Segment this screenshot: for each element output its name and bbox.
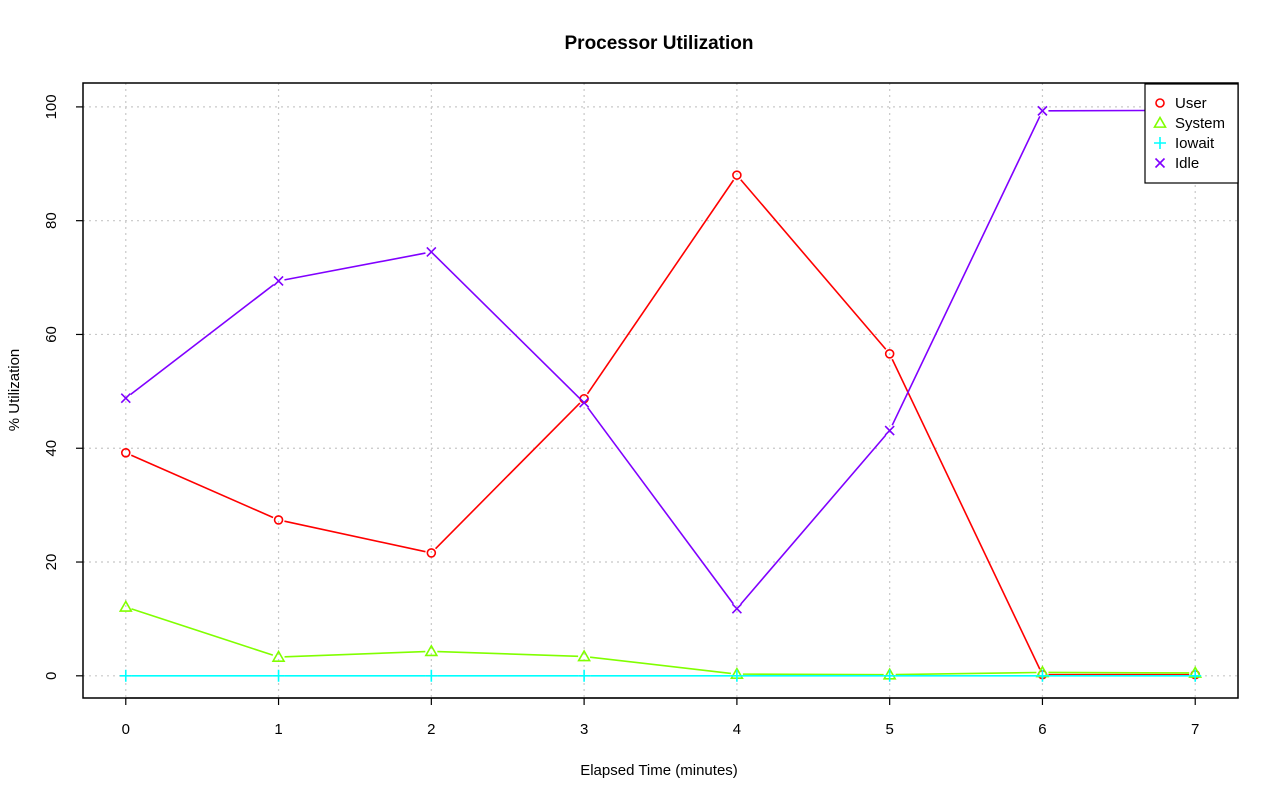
series-layer bbox=[118, 105, 1203, 682]
legend-marker-user bbox=[1155, 98, 1165, 108]
x-tick-label: 5 bbox=[885, 721, 893, 738]
plot-frame bbox=[82, 82, 1239, 699]
data-point-user bbox=[884, 349, 895, 359]
y-tick-label: 60 bbox=[43, 326, 60, 343]
x-tick-label: 2 bbox=[427, 721, 435, 738]
series-line-idle bbox=[891, 115, 1041, 426]
legend-label-iowait: Iowait bbox=[1175, 135, 1215, 152]
data-point-user bbox=[120, 447, 131, 458]
x-tick-label: 6 bbox=[1038, 721, 1046, 738]
series-idle bbox=[120, 105, 1201, 614]
x-axis: 0 1 2 3 4 5 6 7 bbox=[122, 697, 1199, 738]
x-tick-label: 7 bbox=[1191, 721, 1199, 738]
data-point-iowait bbox=[119, 669, 132, 682]
legend-box bbox=[1144, 83, 1239, 184]
data-point-idle bbox=[120, 393, 131, 404]
y-axis: 0 20 40 60 80 100 bbox=[43, 94, 83, 680]
series-line-user bbox=[434, 402, 581, 550]
data-point-system bbox=[424, 644, 439, 657]
data-point-idle bbox=[426, 246, 437, 258]
series-line-user bbox=[130, 454, 274, 519]
series-line-system bbox=[284, 650, 426, 658]
data-point-iowait bbox=[1189, 669, 1202, 682]
series-line-user bbox=[891, 358, 1041, 670]
data-point-user bbox=[426, 548, 437, 558]
series-line-idle bbox=[130, 284, 275, 396]
series-iowait bbox=[119, 669, 1202, 682]
data-point-user bbox=[273, 515, 284, 525]
data-point-iowait bbox=[730, 669, 743, 682]
series-line-idle bbox=[435, 255, 581, 400]
series-line-system bbox=[895, 671, 1037, 676]
series-line-system bbox=[742, 673, 884, 676]
y-axis-label: % Utilization bbox=[6, 349, 23, 432]
legend-marker-system bbox=[1153, 115, 1167, 128]
x-tick-label: 1 bbox=[274, 721, 282, 738]
series-line-system bbox=[1048, 671, 1190, 674]
series-line-idle bbox=[284, 252, 426, 281]
legend-marker-idle bbox=[1154, 157, 1166, 169]
data-point-system bbox=[577, 649, 591, 662]
data-point-iowait bbox=[425, 669, 438, 682]
series-line-idle bbox=[587, 407, 734, 605]
legend-label-user: User bbox=[1175, 95, 1207, 112]
x-tick-label: 3 bbox=[580, 721, 588, 738]
series-line-system bbox=[131, 608, 274, 656]
legend-label-idle: Idle bbox=[1175, 155, 1199, 172]
data-point-iowait bbox=[272, 669, 285, 682]
data-point-iowait bbox=[578, 669, 591, 682]
series-line-idle bbox=[740, 434, 887, 605]
series-line-system bbox=[589, 656, 732, 675]
x-tick-label: 0 bbox=[122, 721, 130, 738]
data-point-idle bbox=[731, 603, 742, 614]
data-point-iowait bbox=[1036, 669, 1049, 682]
legend-marker-iowait bbox=[1154, 137, 1166, 149]
grid-lines bbox=[83, 83, 1238, 698]
data-point-idle bbox=[579, 397, 590, 408]
series-line-user bbox=[740, 179, 887, 350]
data-point-user bbox=[732, 170, 742, 180]
data-point-system bbox=[118, 599, 133, 612]
series-line-user bbox=[284, 520, 426, 553]
chart-title: Processor Utilization bbox=[565, 33, 754, 54]
data-point-iowait bbox=[883, 669, 896, 682]
y-tick-label: 40 bbox=[43, 440, 60, 457]
series-system bbox=[118, 599, 1203, 680]
legend: User System Iowait Idle bbox=[1144, 83, 1239, 184]
y-tick-label: 100 bbox=[43, 94, 60, 119]
y-tick-label: 20 bbox=[43, 554, 60, 571]
y-tick-label: 80 bbox=[43, 212, 60, 229]
y-tick-label: 0 bbox=[43, 672, 60, 680]
series-user bbox=[120, 170, 1201, 680]
series-line-user bbox=[586, 179, 735, 395]
data-point-idle bbox=[1037, 105, 1048, 116]
series-line-system bbox=[437, 650, 579, 658]
data-point-idle bbox=[884, 425, 895, 436]
data-point-system bbox=[271, 649, 286, 662]
data-point-idle bbox=[273, 275, 284, 287]
legend-label-system: System bbox=[1175, 115, 1225, 132]
x-axis-label: Elapsed Time (minutes) bbox=[580, 762, 738, 779]
x-tick-label: 4 bbox=[733, 721, 741, 738]
